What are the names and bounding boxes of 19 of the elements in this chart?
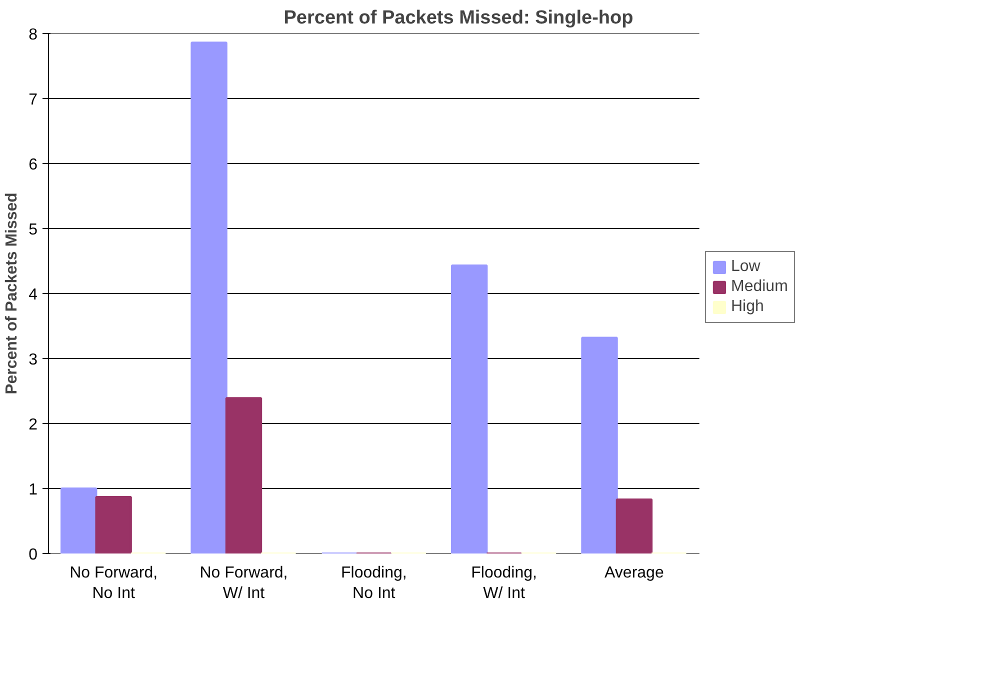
chart-title: Percent of Packets Missed: Single-hop bbox=[284, 8, 634, 28]
y-tick-label: 4 bbox=[28, 286, 38, 304]
y-tick-label: 8 bbox=[28, 26, 38, 44]
y-tick-label: 1 bbox=[28, 482, 38, 498]
y-tick-label: 7 bbox=[28, 92, 38, 108]
legend-label: High bbox=[731, 298, 764, 316]
y-tick-label: 2 bbox=[28, 416, 38, 434]
x-tick-label: Flooding, W/ Int bbox=[471, 564, 537, 602]
y-tick-label: 0 bbox=[28, 546, 38, 564]
y-tick-label: 5 bbox=[28, 222, 38, 238]
legend-label: Low bbox=[731, 258, 760, 276]
legend-label: Medium bbox=[731, 278, 788, 296]
x-tick-label: No Forward, W/ Int bbox=[200, 564, 288, 602]
x-tick-label: Average bbox=[604, 564, 664, 582]
x-tick-label: Flooding, No Int bbox=[340, 564, 407, 602]
x-tick-label: No Forward, No Int bbox=[70, 564, 158, 602]
y-tick-label: 3 bbox=[28, 352, 38, 368]
y-axis-title: Percent of Packets Missed bbox=[4, 192, 21, 394]
y-tick-label: 6 bbox=[28, 156, 38, 174]
